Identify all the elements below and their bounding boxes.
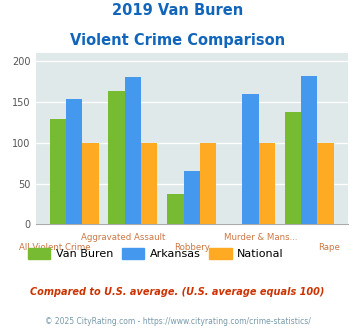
Bar (109, 91, 125, 224)
Bar (285, 112, 301, 224)
Bar (184, 171, 200, 224)
Bar (141, 143, 157, 224)
Text: Rape: Rape (318, 243, 340, 251)
Bar (242, 94, 259, 224)
Bar (259, 143, 275, 224)
Text: © 2025 CityRating.com - https://www.cityrating.com/crime-statistics/: © 2025 CityRating.com - https://www.city… (45, 317, 310, 326)
Text: Aggravated Assault: Aggravated Assault (81, 233, 165, 242)
Bar (200, 143, 216, 224)
Text: 2019 Van Buren: 2019 Van Buren (112, 3, 243, 18)
Text: Robbery: Robbery (174, 243, 210, 251)
Text: Compared to U.S. average. (U.S. average equals 100): Compared to U.S. average. (U.S. average … (30, 287, 325, 297)
Bar (167, 194, 184, 224)
Bar (125, 77, 141, 224)
Bar (82, 143, 99, 224)
Bar (317, 143, 334, 224)
Bar (50, 119, 66, 224)
Text: All Violent Crime: All Violent Crime (19, 243, 91, 251)
Legend: Van Buren, Arkansas, National: Van Buren, Arkansas, National (23, 244, 288, 263)
Bar (66, 99, 82, 224)
Text: Murder & Mans...: Murder & Mans... (224, 233, 297, 242)
Bar (301, 77, 317, 224)
Text: Violent Crime Comparison: Violent Crime Comparison (70, 33, 285, 48)
